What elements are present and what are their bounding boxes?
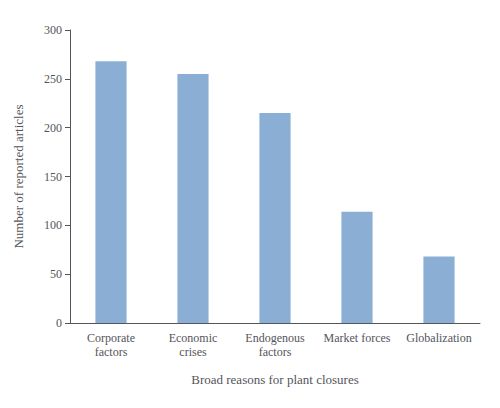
svg-text:factors: factors: [259, 345, 292, 359]
svg-text:200: 200: [44, 121, 62, 135]
svg-text:crises: crises: [179, 345, 207, 359]
svg-text:Market forces: Market forces: [324, 331, 391, 345]
svg-text:50: 50: [50, 267, 62, 281]
svg-text:100: 100: [44, 218, 62, 232]
svg-text:Economic: Economic: [169, 331, 218, 345]
svg-text:250: 250: [44, 72, 62, 86]
svg-text:factors: factors: [95, 345, 128, 359]
svg-text:300: 300: [44, 23, 62, 37]
svg-text:Broad reasons for plant closur: Broad reasons for plant closures: [191, 372, 359, 387]
svg-text:Corporate: Corporate: [87, 331, 135, 345]
svg-text:0: 0: [56, 316, 62, 330]
svg-text:150: 150: [44, 170, 62, 184]
svg-text:Globalization: Globalization: [406, 331, 471, 345]
svg-text:Number of reported articles: Number of reported articles: [11, 104, 26, 248]
svg-text:Endogenous: Endogenous: [245, 331, 305, 345]
